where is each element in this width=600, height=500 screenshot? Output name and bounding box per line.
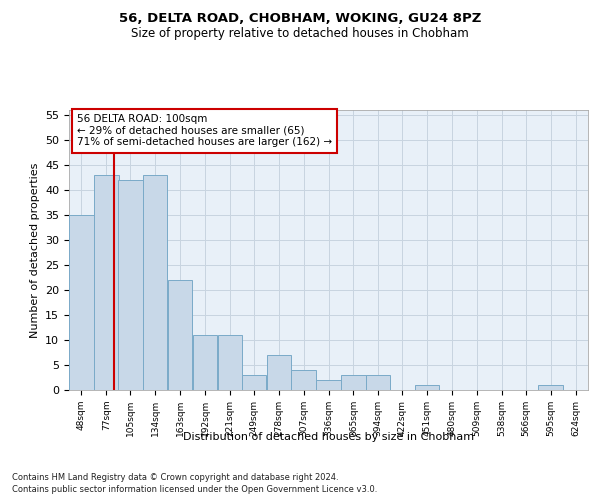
Bar: [415, 385, 439, 390]
Text: 56, DELTA ROAD, CHOBHAM, WOKING, GU24 8PZ: 56, DELTA ROAD, CHOBHAM, WOKING, GU24 8P…: [119, 12, 481, 26]
Bar: [242, 375, 266, 390]
Text: Contains HM Land Registry data © Crown copyright and database right 2024.: Contains HM Land Registry data © Crown c…: [12, 472, 338, 482]
Text: Distribution of detached houses by size in Chobham: Distribution of detached houses by size …: [183, 432, 475, 442]
Y-axis label: Number of detached properties: Number of detached properties: [29, 162, 40, 338]
Bar: [341, 375, 365, 390]
Bar: [193, 335, 217, 390]
Bar: [143, 175, 167, 390]
Bar: [538, 385, 563, 390]
Bar: [69, 215, 94, 390]
Bar: [168, 280, 192, 390]
Text: Size of property relative to detached houses in Chobham: Size of property relative to detached ho…: [131, 28, 469, 40]
Bar: [266, 355, 291, 390]
Bar: [316, 380, 341, 390]
Bar: [118, 180, 143, 390]
Bar: [292, 370, 316, 390]
Bar: [366, 375, 391, 390]
Text: Contains public sector information licensed under the Open Government Licence v3: Contains public sector information licen…: [12, 485, 377, 494]
Bar: [94, 175, 119, 390]
Bar: [218, 335, 242, 390]
Text: 56 DELTA ROAD: 100sqm
← 29% of detached houses are smaller (65)
71% of semi-deta: 56 DELTA ROAD: 100sqm ← 29% of detached …: [77, 114, 332, 148]
